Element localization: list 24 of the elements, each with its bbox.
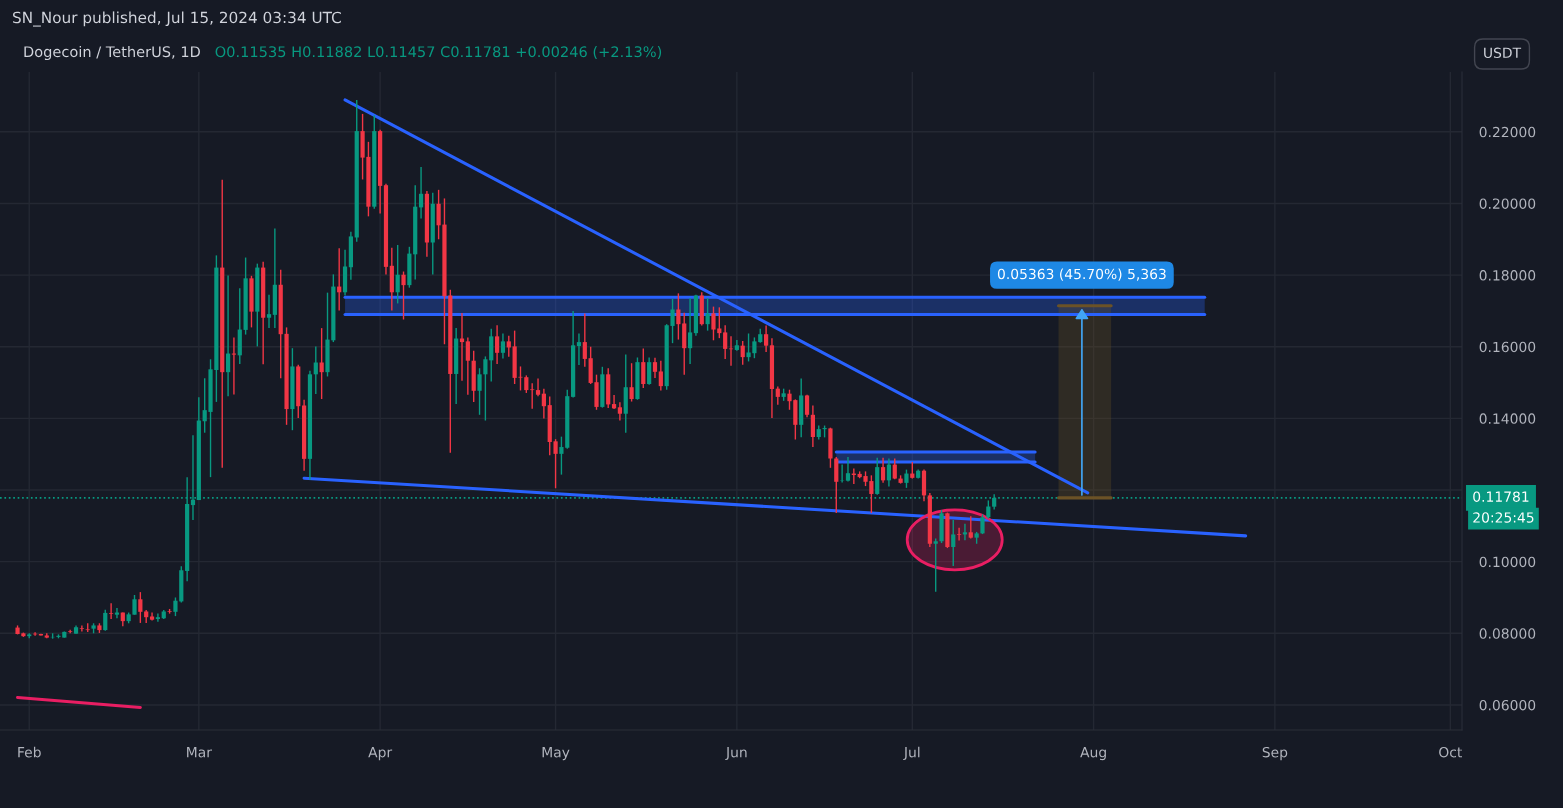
- y-tick-label: 0.08000: [1479, 628, 1536, 639]
- x-tick-label: Feb: [18, 746, 41, 758]
- x-tick-label: Jun: [725, 747, 747, 761]
- x-tick-label: May: [542, 747, 570, 761]
- text: O0.11535 H0.11882 L0.11457 C0.11781 +0.00246 (+2.13%): [215, 45, 662, 59]
- y-tick-label: 0.14000: [1479, 413, 1536, 424]
- x-tick-label: Jul: [903, 746, 920, 761]
- x-tick-label: Sep: [1262, 746, 1288, 761]
- x-tick-label: Oct: [1439, 746, 1463, 758]
- text: SN_Nour published, Jul 15, 2024 03:34 UTC: [13, 11, 341, 27]
- text: 20:25:45: [1473, 512, 1534, 523]
- x-tick-label: Apr: [368, 747, 393, 761]
- x-tick-label: Mar: [187, 747, 212, 758]
- text: USDT: [1484, 47, 1522, 59]
- x-tick-label: Aug: [1080, 747, 1106, 761]
- y-tick-label: 0.10000: [1479, 556, 1536, 568]
- y-tick-label: 0.18000: [1479, 270, 1536, 281]
- y-tick-label: 0.06000: [1479, 699, 1536, 711]
- chart-title: Dogecoin / TetherUS, 1D: [24, 45, 200, 61]
- y-tick-label: 0.22000: [1479, 126, 1536, 138]
- y-tick-label: 0.20000: [1479, 198, 1536, 209]
- y-tick-label: 0.16000: [1479, 341, 1536, 353]
- annotation: 0.05363 (45.70%) 5,363: [997, 268, 1166, 281]
- ref-line-label: 0.11781: [1473, 491, 1529, 502]
